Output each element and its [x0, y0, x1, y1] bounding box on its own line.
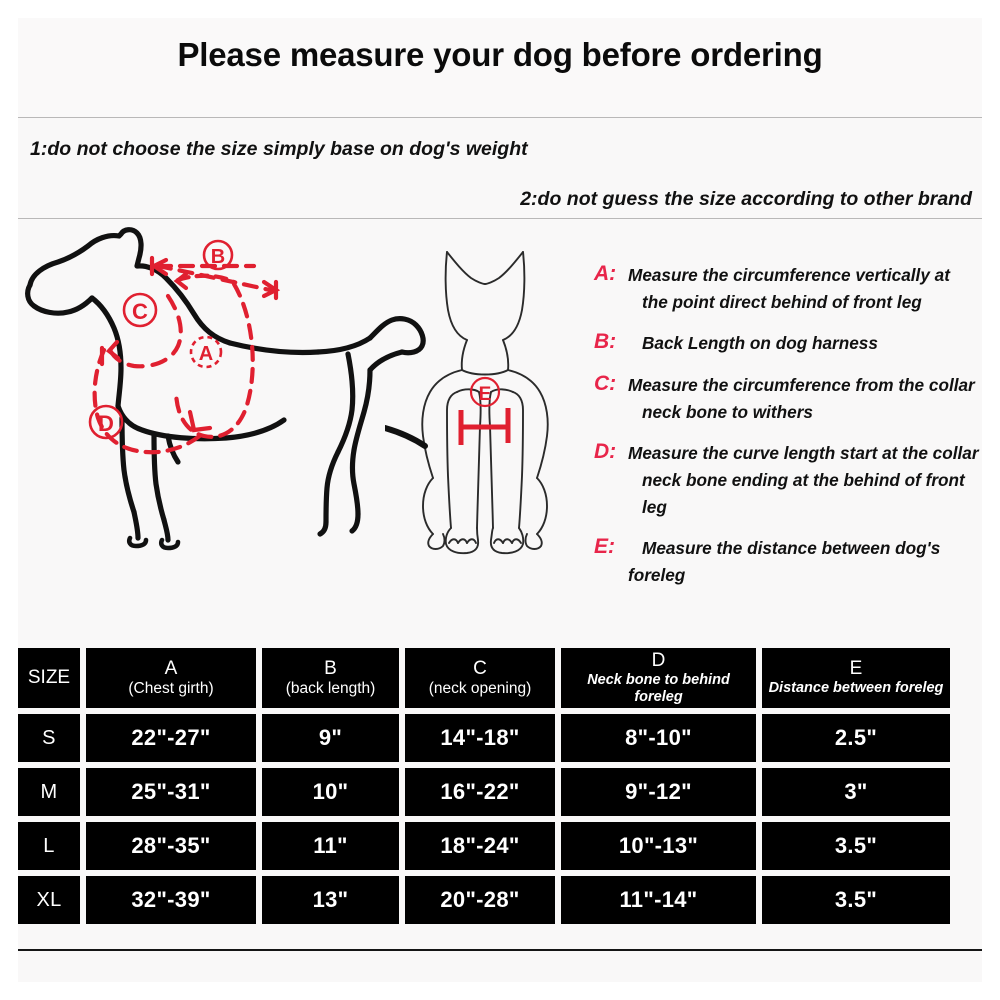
table-baseline — [18, 949, 982, 951]
row-m-c: 16"-22" — [405, 768, 555, 816]
legend-item-c: C: Measure the circumference from the co… — [594, 372, 990, 425]
measurement-diagram: B C A D — [0, 222, 1000, 622]
marker-a-badge: A — [189, 335, 223, 369]
header-d-sub: Neck bone to behind foreleg — [587, 671, 730, 705]
legend-a-line1: Measure the circumference vertically at — [628, 265, 950, 285]
table-header-size: SIZE — [18, 648, 80, 708]
header-band — [18, 18, 982, 117]
row-l-d: 10"-13" — [561, 822, 756, 870]
row-xl-e: 3.5" — [762, 876, 950, 924]
legend-d-line2: neck bone ending at the behind of front … — [642, 469, 965, 517]
row-xl-size: XL — [18, 876, 80, 924]
table-header-d: D Neck bone to behind foreleg — [561, 648, 756, 708]
marker-d-badge: D — [88, 404, 124, 440]
row-s-c: 14"-18" — [405, 714, 555, 762]
row-l-a: 28"-35" — [86, 822, 256, 870]
row-m-e: 3" — [762, 768, 950, 816]
row-s-a: 22"-27" — [86, 714, 256, 762]
header-e-letter: E — [849, 658, 863, 680]
table-row: XL 32"-39" 13" 20"-28" 11"-14" 3.5" — [18, 876, 982, 924]
row-m-a: 25"-31" — [86, 768, 256, 816]
row-m-d: 9"-12" — [561, 768, 756, 816]
note-line-2: 2:do not guess the size according to oth… — [520, 188, 972, 210]
svg-text:B: B — [211, 246, 225, 268]
legend-key-e: E: — [594, 535, 615, 559]
row-s-d: 8"-10" — [561, 714, 756, 762]
row-m-b: 10" — [262, 768, 399, 816]
note-line-1: 1:do not choose the size simply base on … — [30, 138, 528, 160]
legend-item-a: A: Measure the circumference vertically … — [594, 262, 990, 315]
row-xl-c: 20"-28" — [405, 876, 555, 924]
table-header-c: C (neck opening) — [405, 648, 555, 708]
svg-text:E: E — [479, 384, 492, 405]
divider-top — [18, 117, 982, 118]
svg-text:A: A — [199, 343, 213, 365]
legend-key-a: A: — [594, 262, 617, 285]
legend-text-b: Back Length on dog harness — [642, 333, 878, 354]
header-size-label: SIZE — [27, 667, 71, 688]
legend-a-line2: the point direct behind of front leg — [642, 291, 922, 312]
table-row: S 22"-27" 9" 14"-18" 8"-10" 2.5" — [18, 714, 982, 762]
legend-text-a: Measure the circumference vertically at … — [628, 262, 990, 315]
page-title: Please measure your dog before ordering — [177, 36, 823, 73]
header-c-letter: C — [473, 657, 487, 679]
marker-b-badge: B — [202, 239, 234, 271]
dog-front-view-illustration: E — [385, 251, 549, 555]
legend-text-d: Measure the curve length start at the co… — [628, 440, 990, 520]
legend-key-c: C: — [594, 371, 617, 395]
marker-e-bracket — [458, 408, 511, 445]
table-header-row: SIZE A (Chest girth) B (back length) C (… — [18, 648, 982, 708]
row-l-size: L — [18, 822, 80, 870]
legend-c-line2: neck bone to withers — [642, 401, 813, 422]
legend-item-d: D: Measure the curve length start at the… — [594, 440, 990, 520]
table-row: L 28"-35" 11" 18"-24" 10"-13" 3.5" — [18, 822, 982, 870]
table-header-a: A (Chest girth) — [86, 648, 256, 708]
header-c-sub: (neck opening) — [428, 679, 532, 697]
row-m-size: M — [18, 768, 80, 816]
legend-d-line1: Measure the curve length start at the co… — [628, 443, 979, 464]
table-header-b: B (back length) — [262, 648, 399, 708]
svg-text:D: D — [98, 411, 114, 436]
svg-text:C: C — [132, 299, 148, 324]
table-row: M 25"-31" 10" 16"-22" 9"-12" 3" — [18, 768, 982, 816]
header-e-sub: Distance between foreleg — [768, 680, 944, 697]
row-s-e: 2.5" — [762, 714, 950, 762]
header-b-sub: (back length) — [285, 679, 376, 697]
header-a-sub: (Chest girth) — [128, 679, 214, 697]
dog-side-view-illustration: B C A D — [25, 227, 426, 551]
table-header-e: E Distance between foreleg — [762, 648, 950, 708]
size-table: SIZE A (Chest girth) B (back length) C (… — [18, 648, 982, 930]
header-b-letter: B — [324, 657, 337, 679]
row-xl-a: 32"-39" — [86, 876, 256, 924]
legend-key-d: D: — [594, 440, 617, 464]
row-s-b: 9" — [262, 714, 399, 762]
legend-c-line1: Measure the circumference from the colla… — [628, 374, 975, 395]
row-xl-d: 11"-14" — [561, 876, 756, 924]
header-a-letter: A — [164, 657, 178, 679]
row-s-size: S — [18, 714, 80, 762]
legend-item-e: E: Measure the distance between dog's fo… — [594, 535, 990, 588]
row-l-b: 11" — [262, 822, 399, 870]
row-l-c: 18"-24" — [405, 822, 555, 870]
marker-c-badge: C — [122, 292, 158, 328]
page-background — [18, 18, 982, 982]
row-xl-b: 13" — [262, 876, 399, 924]
header-d-letter: D — [651, 649, 666, 671]
divider-bottom — [18, 218, 982, 219]
row-l-e: 3.5" — [762, 822, 950, 870]
legend-text-e: Measure the distance between dog's forel… — [628, 538, 941, 585]
measurement-legend: A: Measure the circumference vertically … — [594, 262, 990, 604]
legend-key-b: B: — [594, 330, 617, 354]
legend-item-b: B: Back Length on dog harness — [594, 330, 990, 357]
marker-e-badge: E — [469, 376, 501, 408]
legend-text-c: Measure the circumference from the colla… — [628, 372, 990, 425]
